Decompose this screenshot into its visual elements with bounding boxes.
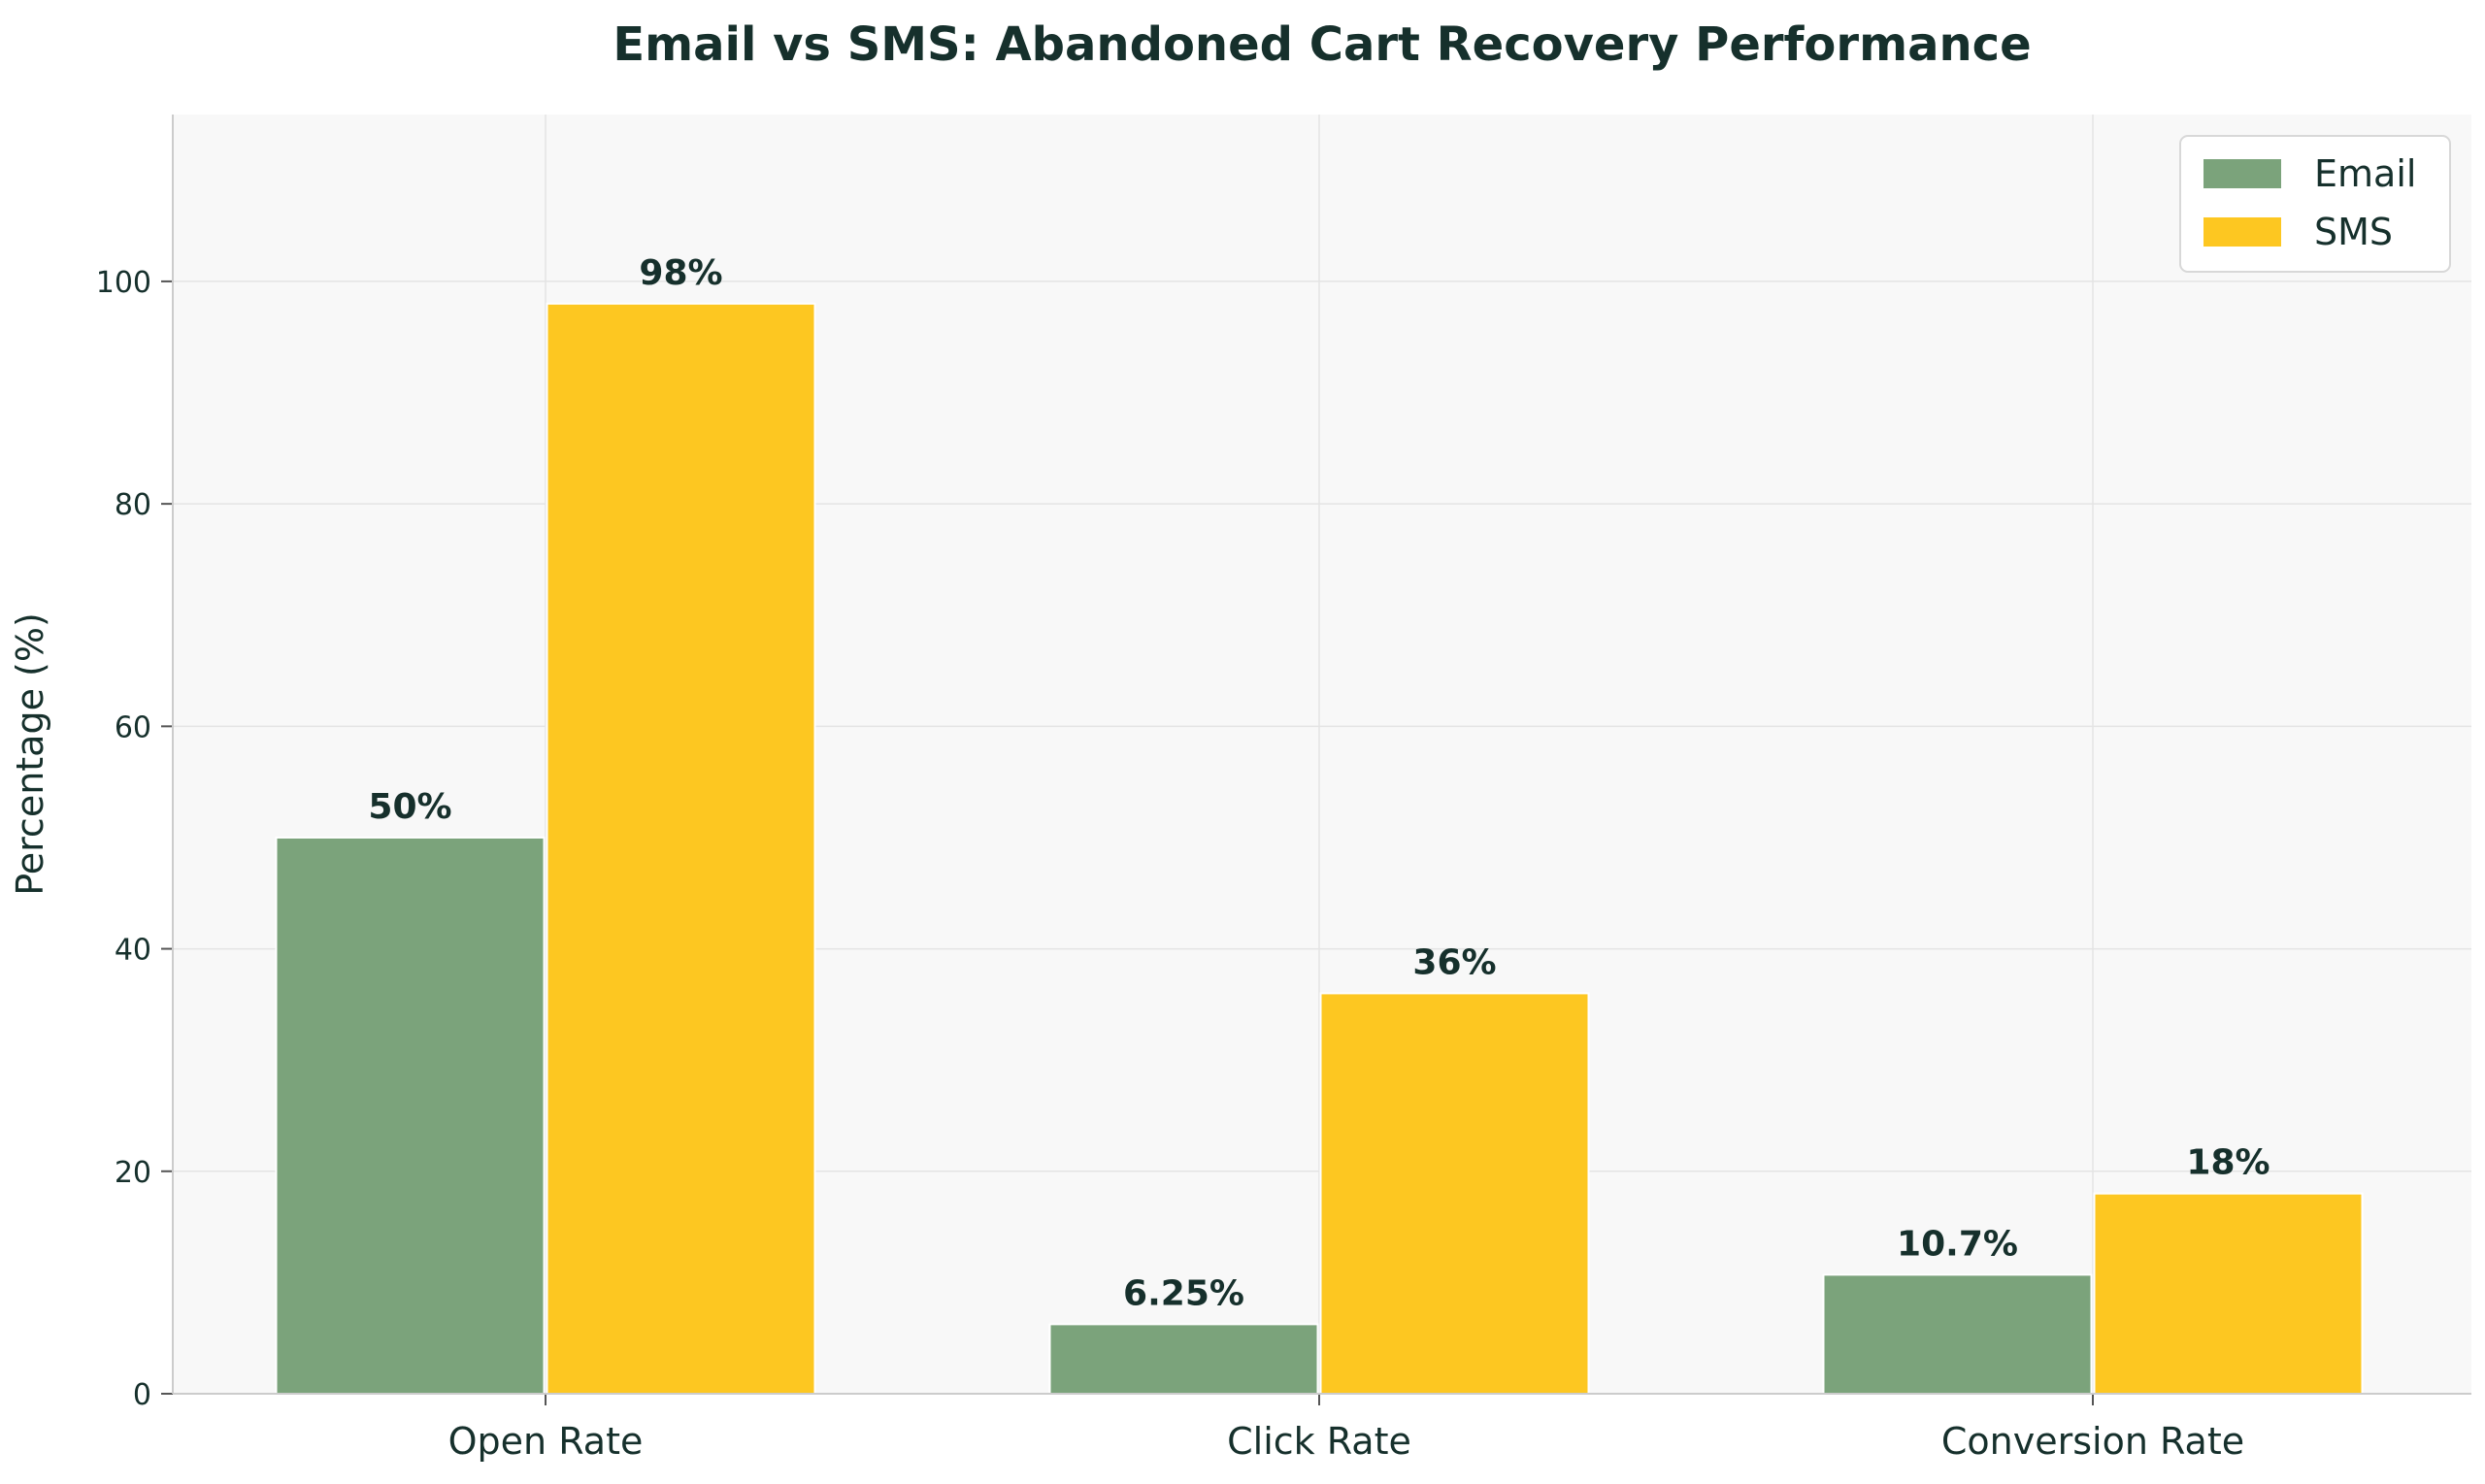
data-label: 6.25%: [1123, 1273, 1244, 1313]
data-label: 50%: [368, 787, 451, 827]
data-label: 10.7%: [1897, 1224, 2018, 1264]
chart-title: Email vs SMS: Abandoned Cart Recovery Pe…: [613, 17, 2031, 72]
bar-sms-click-rate: [1319, 992, 1590, 1395]
x-tick-label: Click Rate: [1227, 1420, 1411, 1463]
y-tick-label: 0: [133, 1378, 151, 1412]
legend: Email SMS: [2179, 135, 2451, 273]
data-label: 36%: [1412, 942, 1496, 982]
axes: 0 20 40 60 80 100 Open Rate Click Rate Conversio…: [96, 115, 2471, 1463]
legend-swatch-sms: [2203, 217, 2281, 247]
y-tick-label: 100: [96, 266, 151, 300]
data-labels: 50% 6.25% 10.7% 98% 36% 18%: [368, 253, 2270, 1314]
y-axis-label: Percentage (%): [9, 612, 51, 896]
bar-sms-conversion-rate: [2093, 1192, 2364, 1395]
legend-label-email: Email: [2314, 152, 2416, 195]
data-label: 18%: [2186, 1143, 2270, 1183]
y-tick-label: 20: [115, 1156, 151, 1190]
bar-sms-open-rate: [546, 302, 816, 1395]
legend-swatch-email: [2203, 159, 2281, 188]
bar-email-click-rate: [1048, 1323, 1319, 1395]
x-tick-label: Open Rate: [448, 1420, 644, 1463]
x-tick-label: Conversion Rate: [1941, 1420, 2244, 1463]
bar-email-open-rate: [275, 836, 546, 1395]
y-tick-label: 40: [115, 934, 151, 968]
bar-email-conversion-rate: [1822, 1273, 2093, 1395]
y-tick-label: 80: [115, 488, 151, 522]
bars: [275, 302, 2364, 1395]
legend-label-sms: SMS: [2314, 211, 2393, 253]
y-tick-label: 60: [115, 710, 151, 744]
data-label: 98%: [639, 253, 722, 293]
